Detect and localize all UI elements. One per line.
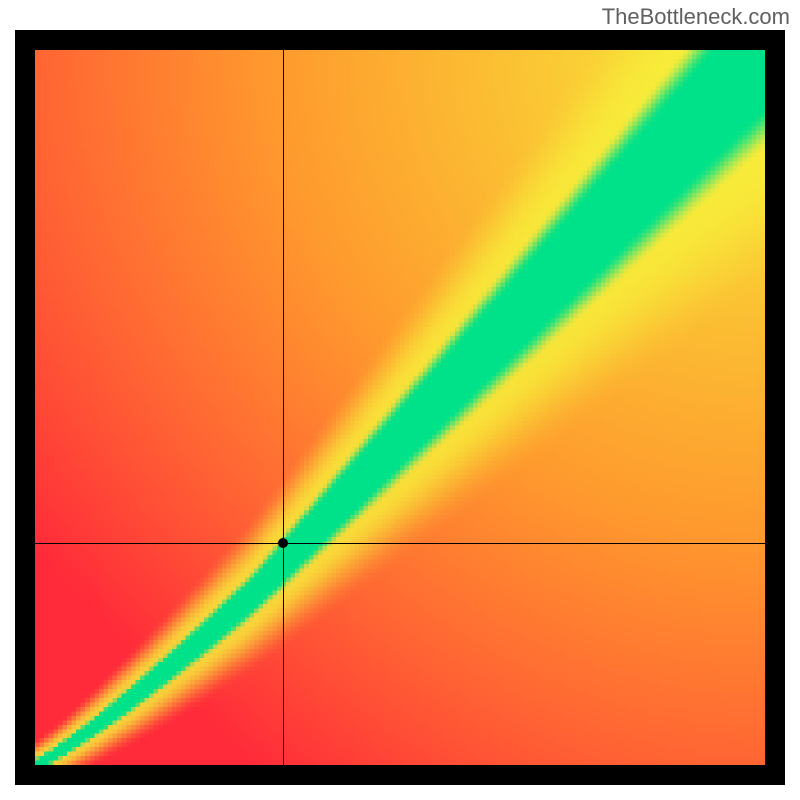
crosshair-vertical (283, 50, 284, 765)
plot-area (35, 50, 765, 765)
bottleneck-heatmap (35, 50, 765, 765)
crosshair-horizontal (35, 543, 765, 544)
crosshair-marker (278, 538, 288, 548)
watermark-text: TheBottleneck.com (602, 4, 790, 30)
